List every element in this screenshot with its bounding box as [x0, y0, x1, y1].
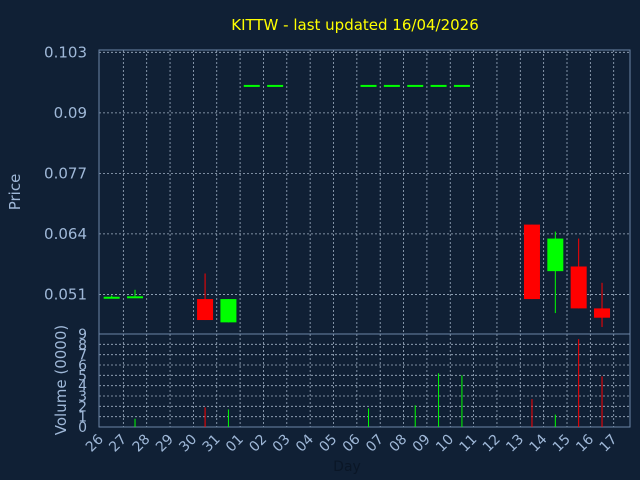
price-tick-label: 0.077 — [44, 164, 87, 182]
candle-body — [127, 296, 144, 299]
price-tick-label: 0.103 — [44, 43, 87, 61]
candle-body — [570, 266, 587, 309]
x-tick-labels: 26 27 28 29 30 31 01 02 03 04 05 06 07 08 09 10 11 12 13 14… — [83, 431, 621, 455]
candle-body — [594, 308, 611, 318]
volume-tick-label: 2 — [78, 399, 87, 415]
candle-body — [267, 84, 284, 87]
candle-body — [197, 299, 214, 321]
candle-body — [360, 84, 377, 87]
price-tick-label: 0.064 — [44, 225, 87, 243]
volume-tick-label: 1 — [78, 410, 87, 426]
candle-body — [220, 299, 237, 323]
volume-series — [134, 339, 603, 427]
candle-body — [430, 84, 447, 87]
volume-tick-label: 7 — [78, 348, 87, 364]
x-axis-label: Day — [333, 459, 361, 475]
candle-body — [523, 224, 540, 300]
price-tick-label: 0.09 — [54, 104, 87, 122]
price-grid — [99, 50, 630, 334]
candlestick-series — [103, 84, 611, 328]
price-tick-label: 0.051 — [44, 285, 87, 303]
candle-body — [547, 238, 564, 272]
volume-panel-frame — [98, 333, 631, 428]
volume-tick-label: 0 — [78, 420, 87, 436]
volume-tick-label: 3 — [78, 389, 87, 405]
volume-tick-label: 9 — [78, 327, 87, 343]
volume-tick-label: 6 — [78, 358, 87, 374]
chart-title: KITTW - last updated 16/04/2026 — [231, 16, 479, 34]
candle-body — [103, 296, 120, 299]
y-axis-label-volume: Volume (0000) — [52, 325, 70, 435]
y-axis-label-price: Price — [6, 174, 24, 211]
volume-tick-label: 4 — [78, 379, 87, 395]
candle-body — [383, 84, 400, 87]
candle-body — [407, 84, 424, 87]
volume-grid — [99, 334, 630, 427]
candle-body — [453, 84, 470, 87]
price-tick-labels: 0.103 0.09 0.077 0.064 0.051 — [44, 43, 87, 303]
price-panel: 0.103 0.09 0.077 0.064 0.051 — [44, 43, 631, 335]
candle-body — [243, 84, 260, 87]
volume-tick-label: 8 — [78, 337, 87, 353]
volume-tick-label: 5 — [78, 368, 87, 384]
